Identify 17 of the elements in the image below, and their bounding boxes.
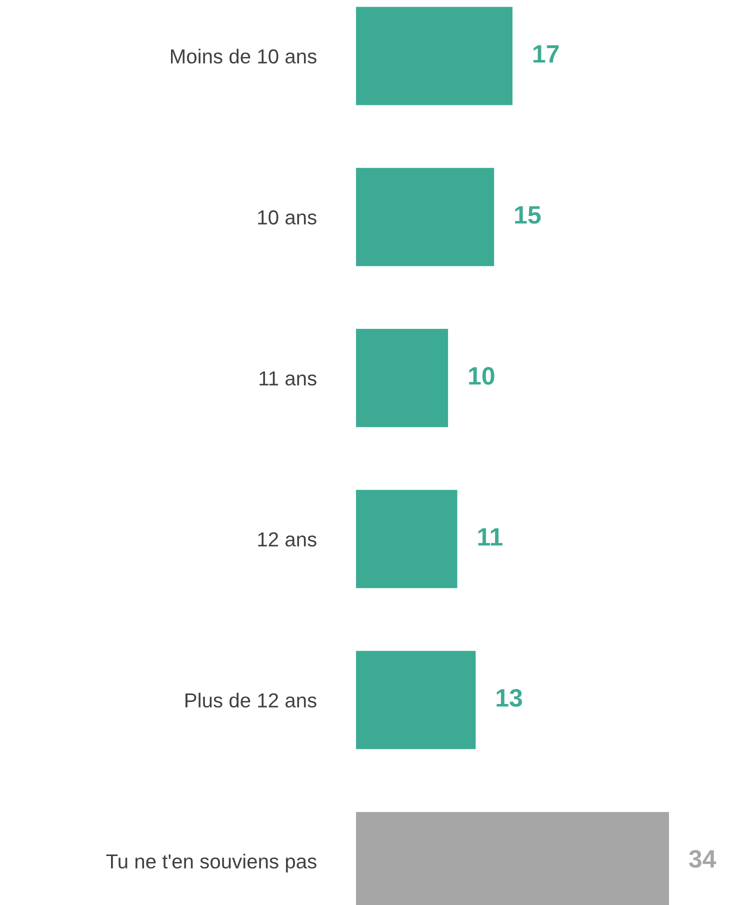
y-tick-label: Moins de 10 ans — [170, 48, 316, 64]
bar — [356, 650, 476, 750]
bar — [356, 328, 448, 428]
y-tick-label: 11 ans — [260, 371, 316, 386]
data-label: 11 — [478, 528, 502, 546]
bar — [356, 168, 494, 266]
data-label: 17 — [534, 45, 559, 62]
bar — [356, 490, 458, 588]
data-label: 10 — [469, 367, 494, 385]
data-label: 34 — [689, 850, 716, 868]
y-tick-label: 12 ans — [258, 532, 316, 547]
y-tick-label: Tu ne t'en souviens pas — [106, 854, 316, 873]
y-tick-label: 10 ans — [258, 210, 316, 225]
bar — [356, 6, 512, 106]
y-tick-label: Plus de 12 ans — [186, 692, 316, 708]
data-label: 15 — [515, 206, 541, 224]
data-label: 13 — [496, 689, 522, 707]
